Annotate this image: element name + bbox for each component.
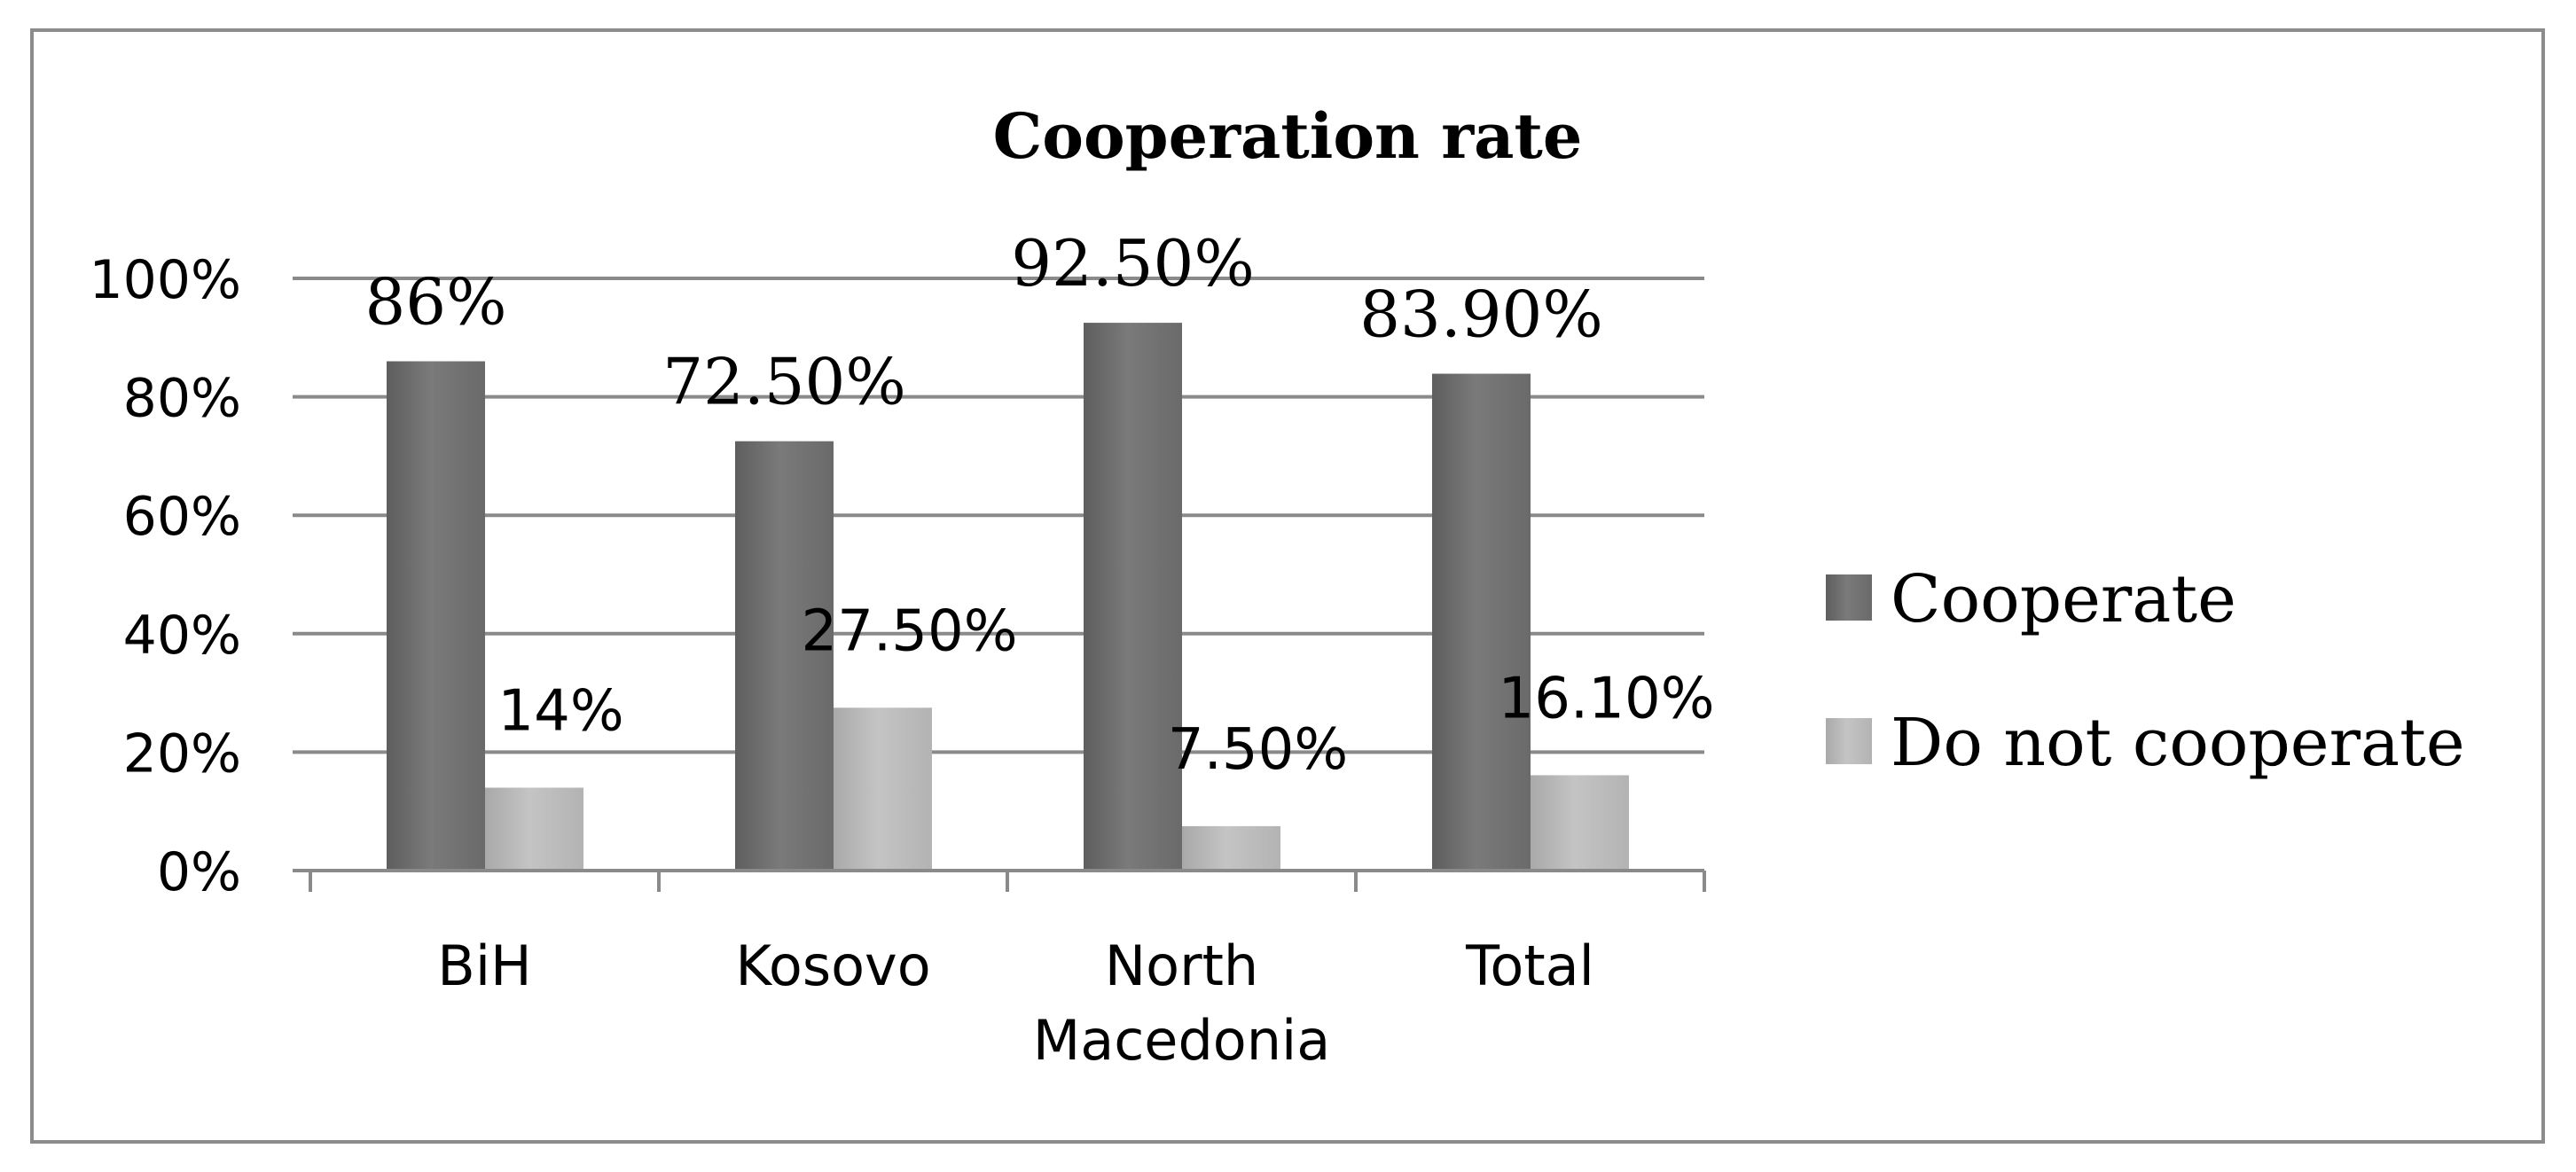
bar-do-not-cooperate (1182, 825, 1280, 871)
x-tick-label: Total (1465, 934, 1594, 998)
x-tick-label: North (1105, 934, 1258, 998)
legend-swatch-cooperate (1826, 574, 1872, 621)
legend-swatch-do-not-cooperate (1826, 718, 1872, 764)
data-label: 7.50% (1168, 717, 1348, 783)
x-tick-label: BiH (437, 934, 531, 998)
y-axis: 0% 20% 40% 60% 80% 100% (89, 249, 241, 903)
data-label: 83.90% (1359, 277, 1603, 352)
x-tick-label: Kosovo (735, 934, 930, 998)
y-tick-label: 0% (157, 841, 241, 903)
bar-cooperate (735, 441, 834, 871)
y-tick-label: 100% (89, 249, 241, 311)
bars (387, 323, 1629, 871)
bar-do-not-cooperate (834, 707, 932, 871)
data-label: 92.50% (1011, 226, 1255, 301)
chart-title: Cooperation rate (993, 99, 1583, 173)
bar-cooperate (387, 361, 485, 871)
data-label: 16.10% (1498, 666, 1714, 731)
bar-do-not-cooperate (1531, 775, 1629, 871)
data-labels: 86% 72.50% 92.50% 83.90% 14% 27.50% 7.50% 16.10… (364, 226, 1714, 783)
x-tick-label: Macedonia (1033, 1008, 1331, 1073)
y-tick-label: 40% (123, 605, 241, 667)
x-axis: BiH Kosovo North Macedonia Total (293, 869, 1706, 1073)
bar-do-not-cooperate (485, 787, 583, 871)
legend-label: Do not cooperate (1891, 705, 2465, 781)
bar-cooperate (1084, 323, 1182, 871)
data-label: 72.50% (662, 345, 906, 419)
data-label: 27.50% (801, 598, 1017, 664)
legend-label: Cooperate (1891, 561, 2236, 637)
data-label: 14% (497, 678, 623, 744)
data-label: 86% (364, 265, 506, 340)
y-tick-label: 60% (123, 486, 241, 548)
bar-cooperate (1432, 373, 1531, 871)
y-tick-label: 20% (123, 723, 241, 785)
y-tick-label: 80% (123, 368, 241, 430)
legend: Cooperate Do not cooperate (1826, 561, 2465, 781)
